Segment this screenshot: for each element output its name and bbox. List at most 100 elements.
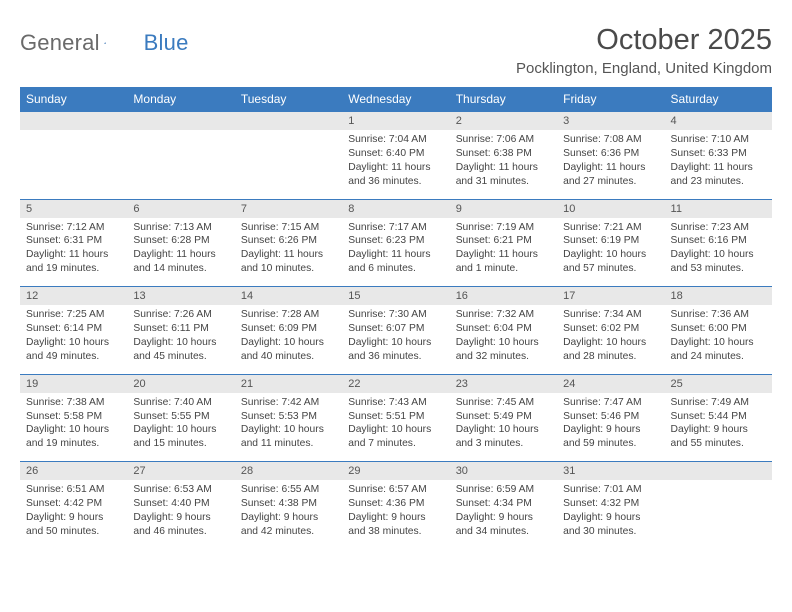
sunrise-text: Sunrise: 7:36 AM	[671, 308, 766, 322]
weekday-header: Sunday	[20, 87, 127, 111]
day-cell: 28Sunrise: 6:55 AMSunset: 4:38 PMDayligh…	[235, 461, 342, 549]
sunrise-text: Sunrise: 7:47 AM	[563, 396, 658, 410]
day-details: Sunrise: 7:38 AMSunset: 5:58 PMDaylight:…	[20, 393, 127, 462]
daylight-text: Daylight: 11 hours and 36 minutes.	[348, 161, 443, 189]
day-number: 20	[127, 374, 234, 393]
sunrise-text: Sunrise: 7:01 AM	[563, 483, 658, 497]
sunrise-text: Sunrise: 7:32 AM	[456, 308, 551, 322]
weekday-header-row: Sunday Monday Tuesday Wednesday Thursday…	[20, 87, 772, 111]
day-cell: 17Sunrise: 7:34 AMSunset: 6:02 PMDayligh…	[557, 286, 664, 374]
sunset-text: Sunset: 4:38 PM	[241, 497, 336, 511]
daylight-text: Daylight: 11 hours and 23 minutes.	[671, 161, 766, 189]
day-cell: 20Sunrise: 7:40 AMSunset: 5:55 PMDayligh…	[127, 374, 234, 462]
day-details: Sunrise: 6:53 AMSunset: 4:40 PMDaylight:…	[127, 480, 234, 549]
day-details: Sunrise: 7:23 AMSunset: 6:16 PMDaylight:…	[665, 218, 772, 287]
daylight-text: Daylight: 10 hours and 32 minutes.	[456, 336, 551, 364]
sunrise-text: Sunrise: 7:12 AM	[26, 221, 121, 235]
day-details: Sunrise: 7:01 AMSunset: 4:32 PMDaylight:…	[557, 480, 664, 549]
sunrise-text: Sunrise: 7:23 AM	[671, 221, 766, 235]
empty-day-body	[127, 130, 234, 188]
sunrise-text: Sunrise: 7:30 AM	[348, 308, 443, 322]
day-cell: 21Sunrise: 7:42 AMSunset: 5:53 PMDayligh…	[235, 374, 342, 462]
daylight-text: Daylight: 9 hours and 34 minutes.	[456, 511, 551, 539]
day-number: 28	[235, 461, 342, 480]
day-cell	[127, 111, 234, 199]
day-details: Sunrise: 7:10 AMSunset: 6:33 PMDaylight:…	[665, 130, 772, 199]
day-number: 26	[20, 461, 127, 480]
day-number: 13	[127, 286, 234, 305]
week-row: 5Sunrise: 7:12 AMSunset: 6:31 PMDaylight…	[20, 199, 772, 287]
logo-text-1: General	[20, 30, 100, 56]
daylight-text: Daylight: 10 hours and 45 minutes.	[133, 336, 228, 364]
sunrise-text: Sunrise: 6:57 AM	[348, 483, 443, 497]
day-number: 6	[127, 199, 234, 218]
sunset-text: Sunset: 6:26 PM	[241, 234, 336, 248]
day-cell: 19Sunrise: 7:38 AMSunset: 5:58 PMDayligh…	[20, 374, 127, 462]
sunrise-text: Sunrise: 7:49 AM	[671, 396, 766, 410]
day-number: 15	[342, 286, 449, 305]
day-number: 5	[20, 199, 127, 218]
daylight-text: Daylight: 10 hours and 28 minutes.	[563, 336, 658, 364]
day-details: Sunrise: 7:40 AMSunset: 5:55 PMDaylight:…	[127, 393, 234, 462]
daylight-text: Daylight: 10 hours and 11 minutes.	[241, 423, 336, 451]
daylight-text: Daylight: 9 hours and 30 minutes.	[563, 511, 658, 539]
sunset-text: Sunset: 6:11 PM	[133, 322, 228, 336]
day-details: Sunrise: 7:47 AMSunset: 5:46 PMDaylight:…	[557, 393, 664, 462]
day-cell: 15Sunrise: 7:30 AMSunset: 6:07 PMDayligh…	[342, 286, 449, 374]
day-number: 25	[665, 374, 772, 393]
day-cell: 7Sunrise: 7:15 AMSunset: 6:26 PMDaylight…	[235, 199, 342, 287]
header: General Blue October 2025 Pocklington, E…	[20, 24, 772, 85]
daylight-text: Daylight: 11 hours and 14 minutes.	[133, 248, 228, 276]
day-cell: 24Sunrise: 7:47 AMSunset: 5:46 PMDayligh…	[557, 374, 664, 462]
weekday-header: Tuesday	[235, 87, 342, 111]
daylight-text: Daylight: 9 hours and 50 minutes.	[26, 511, 121, 539]
day-number: 19	[20, 374, 127, 393]
daylight-text: Daylight: 9 hours and 59 minutes.	[563, 423, 658, 451]
day-details: Sunrise: 7:13 AMSunset: 6:28 PMDaylight:…	[127, 218, 234, 287]
sunrise-text: Sunrise: 6:53 AM	[133, 483, 228, 497]
day-cell: 16Sunrise: 7:32 AMSunset: 6:04 PMDayligh…	[450, 286, 557, 374]
day-number: 29	[342, 461, 449, 480]
sunset-text: Sunset: 5:58 PM	[26, 410, 121, 424]
sunset-text: Sunset: 6:23 PM	[348, 234, 443, 248]
sunrise-text: Sunrise: 6:51 AM	[26, 483, 121, 497]
day-cell: 11Sunrise: 7:23 AMSunset: 6:16 PMDayligh…	[665, 199, 772, 287]
location-text: Pocklington, England, United Kingdom	[516, 60, 772, 77]
day-details: Sunrise: 7:32 AMSunset: 6:04 PMDaylight:…	[450, 305, 557, 374]
sunset-text: Sunset: 6:02 PM	[563, 322, 658, 336]
day-details: Sunrise: 7:30 AMSunset: 6:07 PMDaylight:…	[342, 305, 449, 374]
day-cell: 25Sunrise: 7:49 AMSunset: 5:44 PMDayligh…	[665, 374, 772, 462]
sunset-text: Sunset: 6:19 PM	[563, 234, 658, 248]
day-cell: 2Sunrise: 7:06 AMSunset: 6:38 PMDaylight…	[450, 111, 557, 199]
sunset-text: Sunset: 6:00 PM	[671, 322, 766, 336]
daylight-text: Daylight: 9 hours and 42 minutes.	[241, 511, 336, 539]
sunset-text: Sunset: 6:14 PM	[26, 322, 121, 336]
day-details: Sunrise: 7:36 AMSunset: 6:00 PMDaylight:…	[665, 305, 772, 374]
day-details: Sunrise: 7:15 AMSunset: 6:26 PMDaylight:…	[235, 218, 342, 287]
sunrise-text: Sunrise: 7:13 AM	[133, 221, 228, 235]
week-row: 26Sunrise: 6:51 AMSunset: 4:42 PMDayligh…	[20, 461, 772, 549]
day-details: Sunrise: 7:28 AMSunset: 6:09 PMDaylight:…	[235, 305, 342, 374]
sunset-text: Sunset: 5:51 PM	[348, 410, 443, 424]
sunset-text: Sunset: 6:09 PM	[241, 322, 336, 336]
sunset-text: Sunset: 5:53 PM	[241, 410, 336, 424]
day-details: Sunrise: 6:59 AMSunset: 4:34 PMDaylight:…	[450, 480, 557, 549]
daylight-text: Daylight: 11 hours and 10 minutes.	[241, 248, 336, 276]
day-number: 27	[127, 461, 234, 480]
day-cell: 30Sunrise: 6:59 AMSunset: 4:34 PMDayligh…	[450, 461, 557, 549]
day-details: Sunrise: 7:19 AMSunset: 6:21 PMDaylight:…	[450, 218, 557, 287]
empty-day-body	[665, 480, 772, 538]
day-number: 7	[235, 199, 342, 218]
week-row: 12Sunrise: 7:25 AMSunset: 6:14 PMDayligh…	[20, 286, 772, 374]
sunset-text: Sunset: 4:40 PM	[133, 497, 228, 511]
day-number: 2	[450, 111, 557, 130]
calendar-body: 1Sunrise: 7:04 AMSunset: 6:40 PMDaylight…	[20, 111, 772, 549]
day-cell: 6Sunrise: 7:13 AMSunset: 6:28 PMDaylight…	[127, 199, 234, 287]
day-number: 17	[557, 286, 664, 305]
sunset-text: Sunset: 6:21 PM	[456, 234, 551, 248]
sunset-text: Sunset: 6:38 PM	[456, 147, 551, 161]
sunset-text: Sunset: 6:07 PM	[348, 322, 443, 336]
sunset-text: Sunset: 5:55 PM	[133, 410, 228, 424]
day-cell	[20, 111, 127, 199]
daylight-text: Daylight: 11 hours and 1 minute.	[456, 248, 551, 276]
